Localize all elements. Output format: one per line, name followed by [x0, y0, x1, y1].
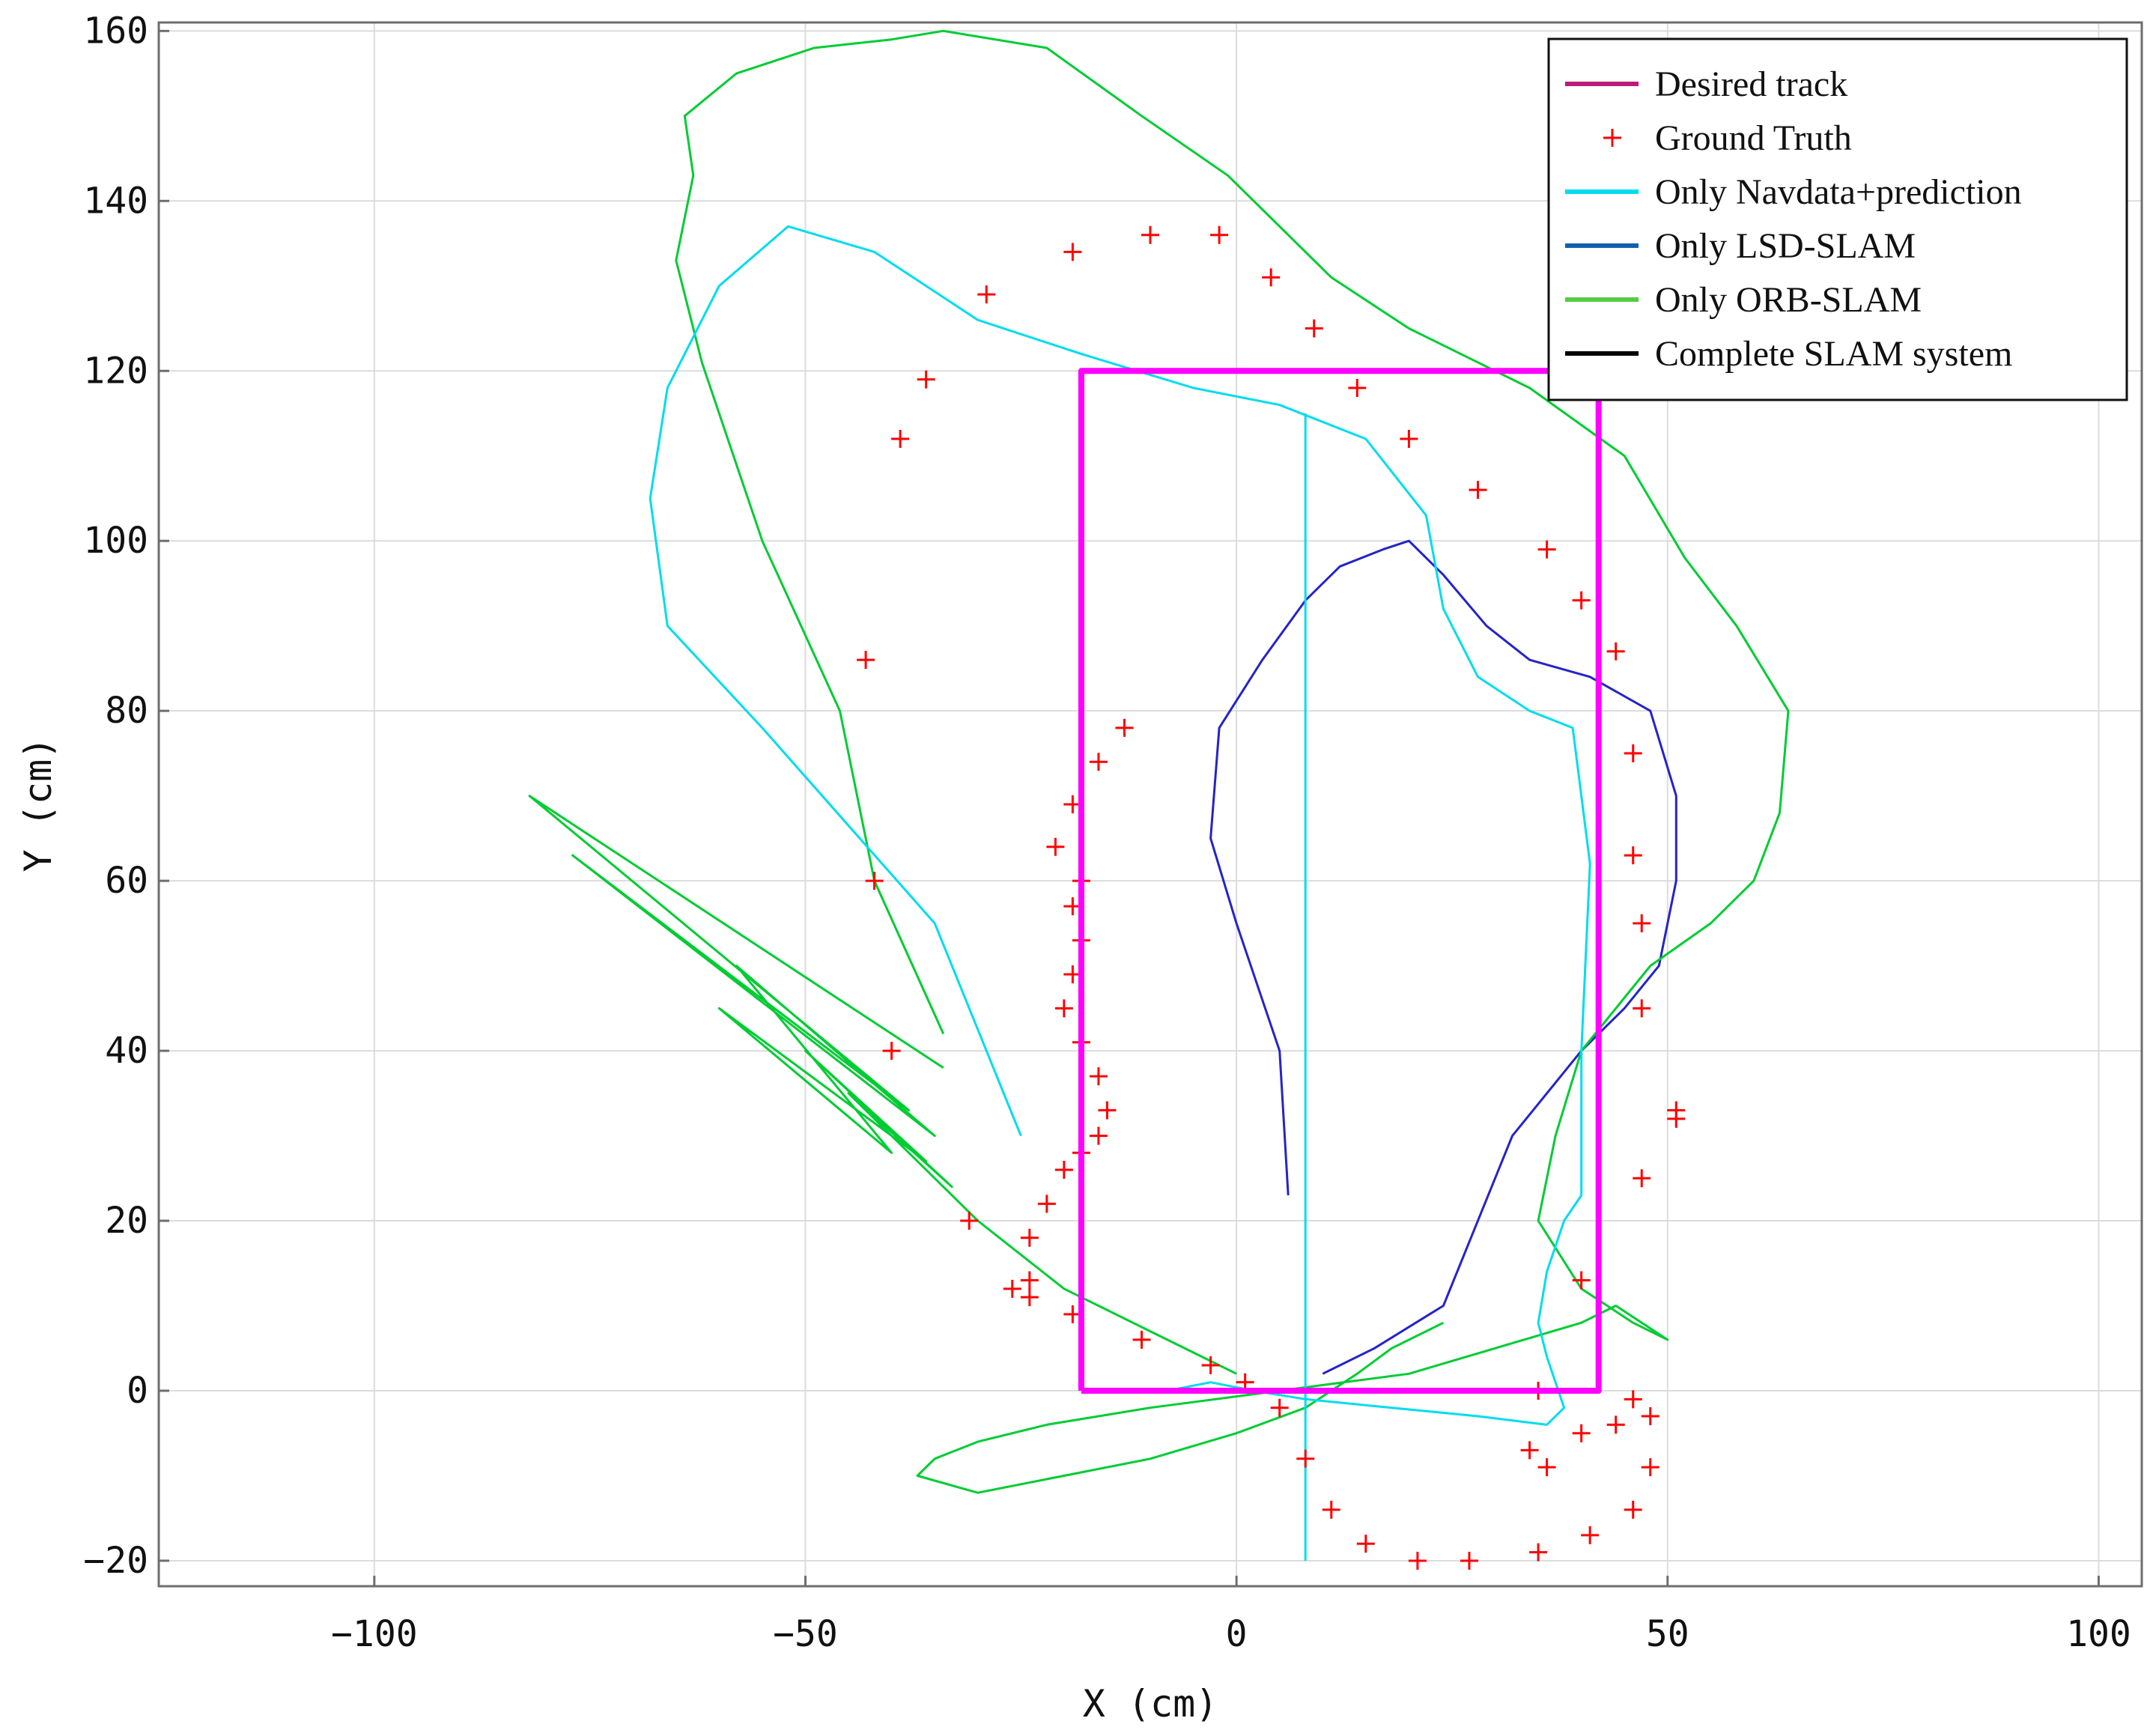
y-axis-label: Y (cm)	[16, 737, 60, 872]
ground-truth-point	[1020, 1228, 1039, 1247]
x-tick-label: −100	[331, 1613, 418, 1655]
y-tick-label: 20	[105, 1200, 148, 1242]
ground-truth-point	[1210, 225, 1229, 244]
ground-truth-point	[1296, 1449, 1315, 1468]
ground-truth-point	[1408, 1551, 1427, 1570]
ground-truth-point	[865, 872, 884, 890]
ground-truth-point	[1520, 1441, 1539, 1460]
ground-truth-point	[1572, 1424, 1591, 1442]
y-tick-label: 40	[105, 1030, 148, 1072]
ground-truth-point	[917, 370, 935, 389]
ground-truth-point	[1020, 1288, 1039, 1307]
legend-label-only-lsd-slam: Only LSD-SLAM	[1655, 226, 1916, 266]
ground-truth-point	[1089, 753, 1108, 771]
ground-truth-point	[1141, 225, 1159, 244]
ground-truth-point	[857, 651, 875, 670]
ground-truth-point	[1003, 1279, 1021, 1298]
series-only-orb-slam-spikes	[528, 795, 1237, 1375]
ground-truth-point	[1054, 999, 1073, 1018]
legend: Desired track Ground Truth Only Navdata+pr…	[1547, 37, 2128, 401]
ground-truth-point	[1633, 1169, 1651, 1188]
y-tick-label: 60	[105, 860, 148, 902]
ground-truth-point	[1132, 1330, 1151, 1349]
ground-truth-point	[1606, 642, 1625, 661]
legend-label-only-orb-slam: Only ORB-SLAM	[1655, 280, 1922, 320]
legend-label-desired-track: Desired track	[1655, 64, 1847, 104]
ground-truth-point	[1606, 1415, 1625, 1434]
ground-truth-point	[1624, 1500, 1642, 1519]
ground-truth-point	[1537, 1458, 1556, 1477]
ground-truth-point	[1641, 1407, 1659, 1426]
ground-truth-point	[1356, 1535, 1375, 1553]
ground-truth-point	[1572, 1271, 1591, 1290]
ground-truth-point	[1633, 999, 1651, 1018]
ground-truth-point	[1469, 481, 1487, 500]
ground-truth-point	[1020, 1271, 1039, 1290]
x-tick-label: 50	[1646, 1613, 1689, 1655]
ground-truth-point	[891, 430, 910, 449]
ground-truth-point	[882, 1042, 901, 1060]
series-only-navdata-prediction	[649, 225, 1591, 1426]
ground-truth-point	[1572, 591, 1591, 610]
series-only-lsd-slam	[1209, 539, 1677, 1375]
ground-truth-point	[1270, 1398, 1289, 1417]
ground-truth-point	[1201, 1356, 1220, 1374]
legend-label-ground-truth: Ground Truth	[1655, 118, 1852, 158]
ground-truth-point	[977, 285, 996, 304]
ground-truth-point	[1667, 1109, 1686, 1128]
ground-truth-point	[1633, 914, 1651, 932]
x-axis-label: X (cm)	[1083, 1682, 1218, 1726]
ground-truth-point	[1089, 1067, 1108, 1086]
tick-labels: −100 −50 0 50 100 −20 0 20 40 60 80 100 120 140 160	[83, 10, 2131, 1655]
legend-marker-ground-truth	[1603, 129, 1621, 147]
ground-truth-point	[1581, 1526, 1600, 1544]
y-tick-label: 120	[83, 350, 148, 392]
ground-truth-point	[1063, 243, 1082, 261]
y-tick-label: 0	[127, 1370, 148, 1412]
ground-truth-point	[1348, 378, 1367, 397]
ground-truth-point	[1322, 1500, 1340, 1519]
y-tick-label: 80	[105, 690, 148, 732]
ground-truth-point	[1098, 1101, 1117, 1120]
ground-truth-point	[1529, 1543, 1548, 1561]
y-tick-label: 140	[83, 180, 148, 222]
ground-truth-point	[1115, 718, 1134, 737]
x-tick-label: −50	[773, 1613, 838, 1655]
ground-truth-point	[1089, 1126, 1108, 1145]
ground-truth-point	[1624, 744, 1642, 762]
legend-label-complete-slam-system: Complete SLAM system	[1655, 334, 2012, 374]
plot-frame	[157, 21, 2143, 1588]
legend-label-only-navdata-prediction: Only Navdata+prediction	[1655, 172, 2022, 212]
ground-truth-point	[1054, 1160, 1073, 1179]
y-tick-label: −20	[83, 1540, 148, 1582]
ground-truth-point	[1400, 430, 1418, 449]
x-tick-label: 0	[1226, 1613, 1248, 1655]
y-tick-label: 100	[83, 520, 148, 562]
ground-truth-point	[1537, 540, 1556, 559]
ground-truth-point	[1624, 846, 1642, 865]
ground-truth-point	[1624, 1390, 1642, 1409]
ground-truth-point	[1641, 1458, 1659, 1477]
legend-box	[1547, 37, 2128, 401]
ground-truth-point	[1046, 837, 1065, 856]
ground-truth-point	[960, 1212, 979, 1230]
series-only-orb-slam	[675, 29, 1790, 1494]
ground-truth-point	[1305, 319, 1323, 338]
x-tick-label: 100	[2066, 1613, 2131, 1655]
ground-truth-point	[1460, 1551, 1478, 1570]
ground-truth-point	[1262, 268, 1281, 287]
ground-truth-point	[1037, 1195, 1056, 1213]
y-tick-label: 160	[83, 10, 148, 52]
series-ground-truth	[857, 225, 1686, 1570]
